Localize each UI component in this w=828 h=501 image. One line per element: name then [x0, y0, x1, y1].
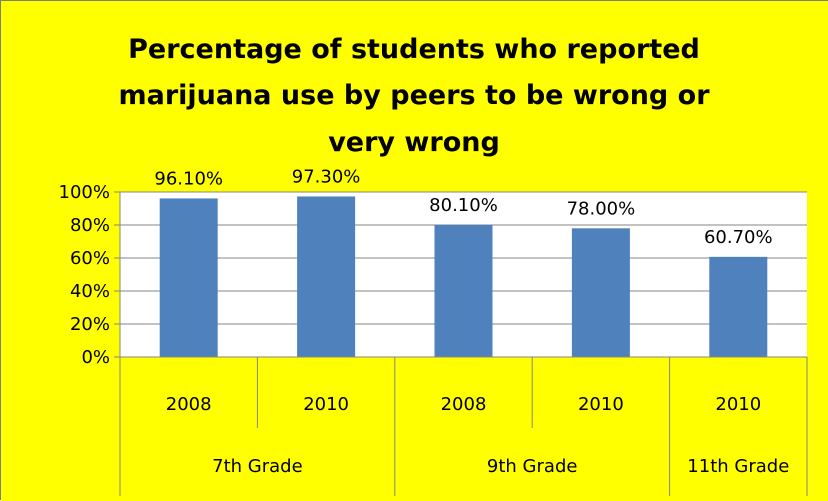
- x-category-label: 2008: [166, 394, 212, 415]
- data-label: 78.00%: [567, 198, 636, 219]
- x-category-label: 2008: [441, 394, 487, 415]
- y-tick-label: 100%: [59, 182, 110, 203]
- bar: [709, 256, 768, 357]
- chart-title: Percentage of students who reported mari…: [118, 34, 710, 158]
- y-tick-label: 0%: [81, 347, 110, 368]
- x-group-label: 9th Grade: [487, 456, 578, 477]
- x-category-label: 2010: [303, 394, 349, 415]
- x-category-label: 2010: [715, 394, 761, 415]
- x-group-label: 11th Grade: [687, 456, 789, 477]
- bar: [159, 198, 218, 357]
- chart-title-line-2: marijuana use by peers to be wrong or: [118, 80, 710, 111]
- y-tick-label: 80%: [70, 215, 110, 236]
- y-tick-label: 20%: [70, 314, 110, 335]
- plot-area: 0% 20% 40% 60% 80% 100% 96.10% 2008 97.30% 2010 80…: [59, 166, 808, 496]
- x-category-label: 2010: [578, 394, 624, 415]
- data-label: 60.70%: [704, 227, 773, 248]
- x-group-label: 7th Grade: [212, 456, 303, 477]
- y-tick-label: 60%: [70, 248, 110, 269]
- chart-title-line-3: very wrong: [328, 127, 500, 158]
- bar: [571, 228, 630, 357]
- data-label: 97.30%: [292, 166, 361, 187]
- bar: [297, 196, 356, 357]
- chart-title-line-1: Percentage of students who reported: [128, 34, 700, 65]
- data-label: 96.10%: [154, 168, 223, 189]
- bar: [434, 224, 493, 357]
- data-label: 80.10%: [429, 195, 498, 216]
- y-tick-label: 40%: [70, 281, 110, 302]
